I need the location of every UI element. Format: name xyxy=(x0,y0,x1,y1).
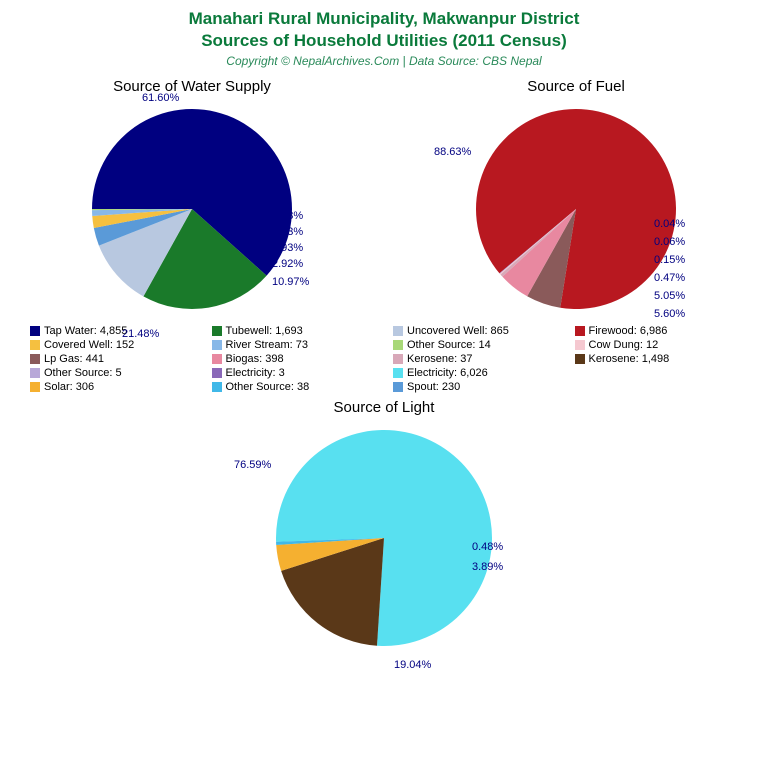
legend-item: River Stream: 73 xyxy=(212,339,386,351)
water-chart: Source of Water Supply 61.60%21.48%10.97… xyxy=(42,78,342,319)
pct-label: 0.47% xyxy=(654,272,685,284)
fuel-title: Source of Fuel xyxy=(426,78,726,95)
legend-text: Uncovered Well: 865 xyxy=(407,325,509,337)
legend-text: Electricity: 3 xyxy=(226,367,285,379)
pct-label: 5.60% xyxy=(654,308,685,320)
legend-swatch xyxy=(212,368,222,378)
pct-label: 3.89% xyxy=(472,561,503,573)
legend-text: Biogas: 398 xyxy=(226,353,284,365)
pct-label: 21.48% xyxy=(122,328,159,340)
legend-item: Tap Water: 4,855 xyxy=(30,325,204,337)
pct-label: 61.60% xyxy=(142,92,179,104)
legend-text: Tap Water: 4,855 xyxy=(44,325,127,337)
legend-text: Kerosene: 37 xyxy=(407,353,472,365)
chart-container: Manahari Rural Municipality, Makwanpur D… xyxy=(0,0,768,768)
legend-swatch xyxy=(393,382,403,392)
legend-swatch xyxy=(212,354,222,364)
legend-item: Tubewell: 1,693 xyxy=(212,325,386,337)
legend-text: Tubewell: 1,693 xyxy=(226,325,303,337)
light-chart: Source of Light 76.59%19.04%3.89%0.48% xyxy=(224,399,544,656)
legend-swatch xyxy=(30,326,40,336)
pct-label: 1.93% xyxy=(272,242,303,254)
pct-label: 10.97% xyxy=(272,276,309,288)
legend-swatch xyxy=(212,340,222,350)
legend-item: Other Source: 14 xyxy=(393,339,567,351)
light-pie xyxy=(266,420,502,656)
fuel-chart: Source of Fuel 88.63% 5.60% 5.05% 0.47% 0.15… xyxy=(426,78,726,319)
legend-item: Spout: 230 xyxy=(393,381,567,393)
legend-item: Other Source: 38 xyxy=(212,381,386,393)
legend-item: Lp Gas: 441 xyxy=(30,353,204,365)
legend-item: Electricity: 6,026 xyxy=(393,367,567,379)
pct-label: 2.92% xyxy=(272,258,303,270)
pct-label: 0.15% xyxy=(654,254,685,266)
fuel-pie xyxy=(466,99,686,319)
legend-item: Firewood: 6,986 xyxy=(575,325,749,337)
legend-item: Kerosene: 1,498 xyxy=(575,353,749,365)
legend-swatch xyxy=(30,382,40,392)
pct-label: 0.93% xyxy=(272,226,303,238)
pct-label: 0.18% xyxy=(272,210,303,222)
legend-swatch xyxy=(575,326,585,336)
legend-text: Electricity: 6,026 xyxy=(407,367,488,379)
water-title: Source of Water Supply xyxy=(42,78,342,95)
legend-text: Solar: 306 xyxy=(44,381,94,393)
pct-label: 5.05% xyxy=(654,290,685,302)
legend-item: Solar: 306 xyxy=(30,381,204,393)
pct-label: 88.63% xyxy=(434,146,471,158)
legend-swatch xyxy=(393,354,403,364)
legend-text: Firewood: 6,986 xyxy=(589,325,668,337)
legend-item: Cow Dung: 12 xyxy=(575,339,749,351)
top-chart-row: Source of Water Supply 61.60%21.48%10.97… xyxy=(0,78,768,319)
legend-text: Other Source: 14 xyxy=(407,339,491,351)
legend-swatch xyxy=(575,354,585,364)
legend-item: Electricity: 3 xyxy=(212,367,386,379)
title-line-1: Manahari Rural Municipality, Makwanpur D… xyxy=(0,8,768,30)
legend-text: Covered Well: 152 xyxy=(44,339,134,351)
legend-swatch xyxy=(393,368,403,378)
pct-label: 0.04% xyxy=(654,218,685,230)
title-line-2: Sources of Household Utilities (2011 Cen… xyxy=(0,30,768,52)
legend-item: Kerosene: 37 xyxy=(393,353,567,365)
legend-item: Other Source: 5 xyxy=(30,367,204,379)
subtitle: Copyright © NepalArchives.Com | Data Sou… xyxy=(0,54,768,68)
legend-swatch xyxy=(30,354,40,364)
legend-text: River Stream: 73 xyxy=(226,339,309,351)
legend-swatch xyxy=(393,326,403,336)
legend-text: Spout: 230 xyxy=(407,381,460,393)
pct-label: 19.04% xyxy=(394,659,431,671)
light-title: Source of Light xyxy=(224,399,544,416)
pct-label: 76.59% xyxy=(234,459,271,471)
legend-item: Biogas: 398 xyxy=(212,353,386,365)
bottom-chart-row: Source of Light 76.59%19.04%3.89%0.48% xyxy=(0,399,768,656)
legend-swatch xyxy=(30,368,40,378)
legend-swatch xyxy=(393,340,403,350)
legend-item: Covered Well: 152 xyxy=(30,339,204,351)
pct-label: 0.06% xyxy=(654,236,685,248)
water-pie xyxy=(82,99,302,319)
pct-label: 0.48% xyxy=(472,541,503,553)
legend-item: Uncovered Well: 865 xyxy=(393,325,567,337)
legend: Tap Water: 4,855 Covered Well: 152 Lp Gas:… xyxy=(0,319,768,393)
legend-text: Lp Gas: 441 xyxy=(44,353,104,365)
legend-swatch xyxy=(30,340,40,350)
legend-text: Other Source: 5 xyxy=(44,367,122,379)
legend-text: Cow Dung: 12 xyxy=(589,339,659,351)
legend-swatch xyxy=(212,382,222,392)
legend-swatch xyxy=(212,326,222,336)
legend-text: Other Source: 38 xyxy=(226,381,310,393)
legend-text: Kerosene: 1,498 xyxy=(589,353,670,365)
main-title: Manahari Rural Municipality, Makwanpur D… xyxy=(0,0,768,52)
legend-swatch xyxy=(575,340,585,350)
